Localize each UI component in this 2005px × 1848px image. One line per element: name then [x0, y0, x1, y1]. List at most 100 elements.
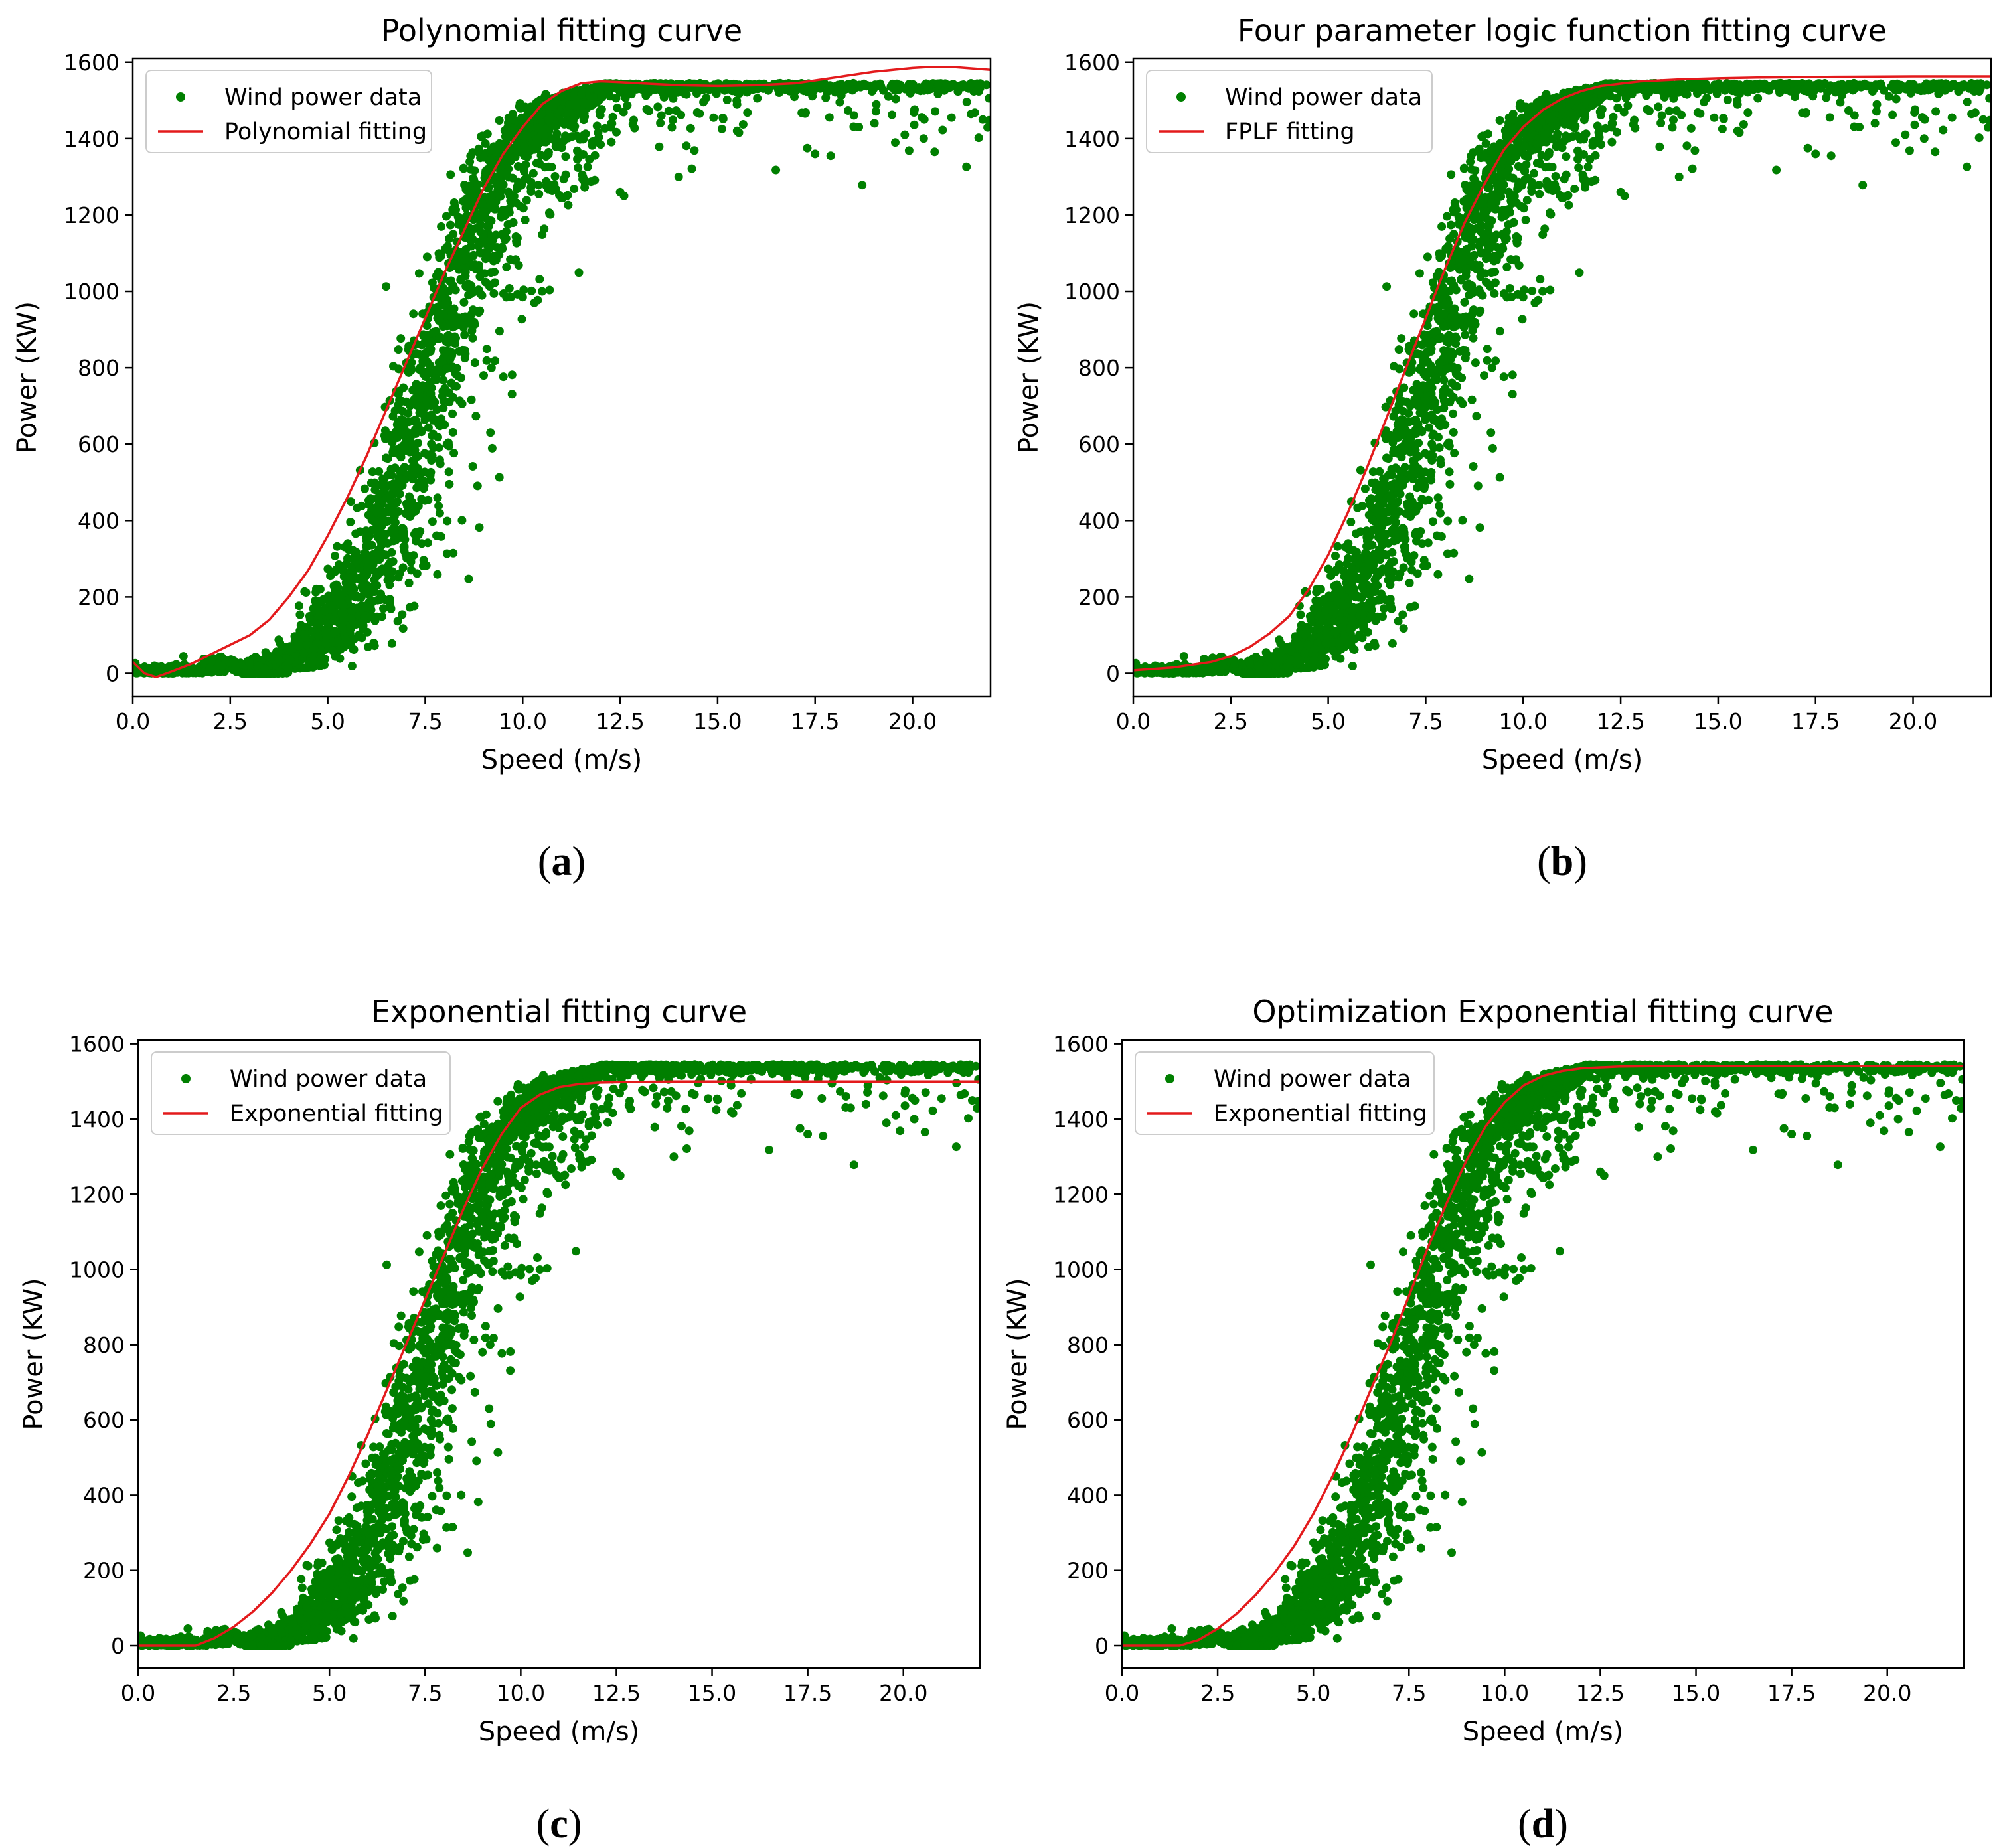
data-point [1331, 551, 1340, 560]
data-point [379, 475, 388, 484]
data-point [803, 82, 812, 90]
x-tick-label: 17.5 [791, 708, 839, 734]
data-point [653, 102, 663, 112]
data-point [333, 542, 342, 551]
data-point [573, 155, 582, 164]
data-point [1858, 181, 1868, 190]
data-point [854, 123, 864, 131]
data-point [396, 334, 406, 343]
data-point [403, 366, 412, 375]
data-point [485, 244, 494, 253]
data-point [457, 399, 467, 408]
data-point [276, 668, 285, 678]
data-point [656, 119, 665, 127]
data-point [535, 275, 544, 284]
y-tick-label: 200 [78, 584, 120, 610]
data-point [1488, 443, 1497, 453]
data-point [500, 169, 509, 177]
data-point [370, 478, 379, 487]
data-point [404, 435, 414, 444]
data-point [540, 224, 549, 234]
data-point [771, 165, 781, 175]
data-point [606, 123, 615, 132]
data-point [398, 524, 407, 533]
data-point [511, 152, 520, 161]
data-point [482, 345, 491, 354]
data-point [467, 242, 476, 251]
legend-marker-scatter [176, 92, 185, 102]
data-point [487, 443, 497, 453]
data-point [355, 630, 364, 639]
data-point [1872, 100, 1882, 109]
data-point [1753, 94, 1763, 103]
x-tick-label: 12.5 [596, 708, 644, 734]
data-point [473, 180, 482, 189]
data-point [441, 244, 450, 254]
data-point [1481, 139, 1490, 148]
data-point [363, 564, 372, 574]
data-point [826, 151, 835, 161]
data-point [461, 349, 470, 358]
data-point [498, 244, 507, 254]
chart-title: Four parameter logic function fitting cu… [1238, 13, 1887, 48]
data-point [346, 497, 355, 506]
data-point [347, 662, 357, 670]
y-axis-label: Power (KW) [12, 301, 42, 453]
data-point [570, 123, 579, 133]
data-point [1447, 170, 1456, 179]
data-point [583, 162, 592, 171]
data-point [816, 84, 825, 93]
data-point [1982, 80, 1991, 90]
data-point [682, 141, 691, 151]
data-point [891, 138, 900, 147]
data-point [446, 220, 455, 230]
data-point [443, 516, 452, 526]
data-point [332, 580, 341, 589]
data-point [387, 574, 396, 583]
data-point [449, 208, 458, 217]
y-tick-label: 0 [106, 660, 120, 686]
data-point [368, 597, 378, 606]
data-point [1394, 573, 1404, 582]
scatter-series [1133, 78, 1991, 678]
plot-frame [131, 57, 992, 698]
data-point [440, 420, 449, 429]
data-point [426, 475, 436, 485]
data-point [387, 639, 396, 648]
data-point [315, 659, 325, 668]
data-point [748, 85, 758, 94]
data-point [179, 652, 188, 661]
data-point [448, 427, 457, 437]
data-point [429, 443, 438, 453]
data-point [518, 178, 526, 187]
data-point [398, 563, 408, 572]
data-point [953, 83, 963, 92]
data-point [475, 306, 485, 315]
data-point [1919, 134, 1929, 143]
data-point [432, 271, 441, 281]
data-point [522, 196, 531, 205]
data-point [1719, 114, 1728, 123]
data-point [331, 551, 339, 560]
data-point [1677, 110, 1686, 119]
data-point [1428, 431, 1437, 440]
data-point [378, 530, 387, 538]
data-point [545, 285, 554, 295]
data-point [446, 170, 455, 179]
data-point [332, 587, 341, 597]
data-point [341, 635, 351, 644]
data-point [781, 84, 790, 93]
data-point [522, 131, 531, 141]
data-point [453, 372, 463, 381]
data-point [254, 669, 264, 678]
y-tick-label: 1400 [64, 126, 120, 152]
data-point [400, 441, 409, 451]
data-point [743, 108, 752, 117]
data-point [974, 82, 983, 92]
data-point [1490, 289, 1499, 298]
data-point [368, 467, 377, 477]
data-point [439, 309, 448, 319]
data-point [1520, 285, 1529, 295]
data-point [947, 113, 956, 122]
